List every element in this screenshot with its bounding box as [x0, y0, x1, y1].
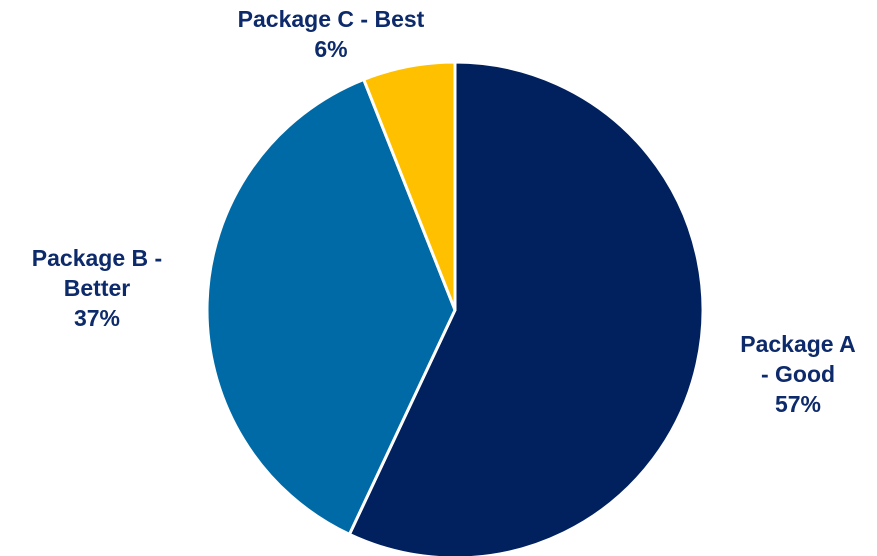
- slice-label-line: Package B -: [32, 245, 162, 271]
- slice-label-line: - Good: [761, 361, 835, 387]
- slice-label-line: 6%: [314, 36, 347, 62]
- pie-labels: Package A- Good 57%Package B -Better 37%Pa…: [32, 6, 856, 417]
- pie-slice-package-c-best: [362, 60, 457, 312]
- pie-slice-package-b-better: [205, 77, 457, 536]
- slice-label-package-b-better: Package B - Better 37%: [32, 245, 162, 331]
- slice-label-line: Package A: [740, 331, 856, 357]
- slice-label-package-a-good: Package A - Good 57%: [740, 331, 856, 417]
- pie-slice-package-a-good: [347, 60, 705, 556]
- slice-label-line: Better: [64, 275, 131, 301]
- slice-label-line: Package C - Best: [238, 6, 425, 32]
- slice-label-package-c-best: Package C - Best 6%: [238, 6, 425, 62]
- pie-slices: [205, 60, 705, 556]
- slice-label-line: 57%: [775, 391, 821, 417]
- slice-label-line: 37%: [74, 305, 120, 331]
